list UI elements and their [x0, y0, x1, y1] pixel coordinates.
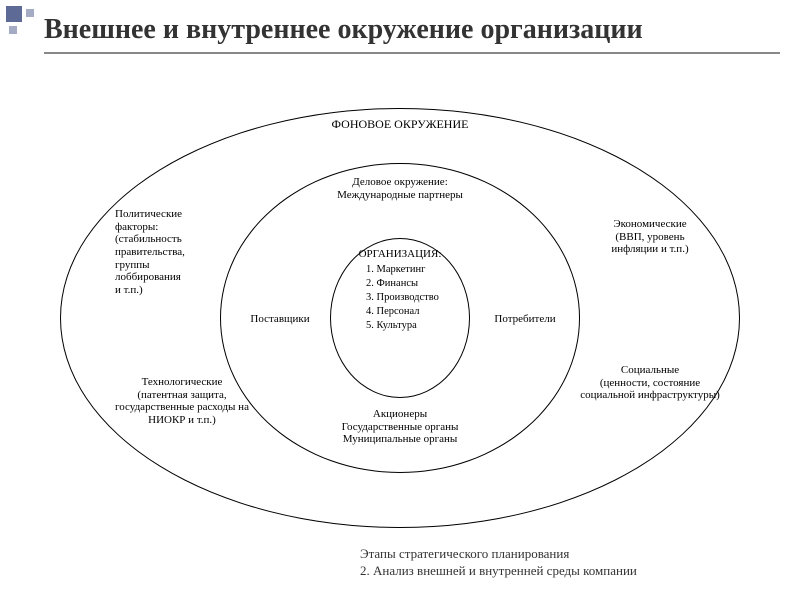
footer-line-1: Этапы стратегического планирования	[360, 546, 637, 563]
environment-diagram: ФОНОВОЕ ОКРУЖЕНИЕ Деловое окружение: Меж…	[60, 108, 740, 528]
slide-title: Внешнее и внутреннее окружение организац…	[44, 14, 780, 54]
inner-item: 3. Производство	[366, 292, 462, 303]
slide-footer: Этапы стратегического планирования 2. Ан…	[360, 546, 637, 580]
middle-bottom-label: Акционеры Государственные органы Муницип…	[300, 408, 500, 446]
slide-corner-decoration	[6, 6, 36, 36]
outer-left-bottom-label: Технологические (патентная защита, госуд…	[82, 376, 282, 427]
outer-ring-label: ФОНОВОЕ ОКРУЖЕНИЕ	[60, 118, 740, 132]
inner-title: ОРГАНИЗАЦИЯ:	[338, 248, 462, 260]
inner-item: 5. Культура	[366, 320, 462, 331]
inner-item: 4. Персонал	[366, 306, 462, 317]
inner-item: 2. Финансы	[366, 278, 462, 289]
inner-organization-block: ОРГАНИЗАЦИЯ: 1. Маркетинг 2. Финансы 3. …	[338, 248, 462, 334]
inner-items-list: 1. Маркетинг 2. Финансы 3. Производство …	[366, 264, 462, 331]
middle-top-label: Деловое окружение: Международные партнер…	[300, 176, 500, 201]
middle-left-label: Поставщики	[235, 313, 325, 326]
middle-right-label: Потребители	[475, 313, 575, 326]
outer-right-top-label: Экономические (ВВП, уровень инфляции и т…	[580, 218, 720, 256]
inner-item: 1. Маркетинг	[366, 264, 462, 275]
outer-right-bottom-label: Социальные (ценности, состояние социальн…	[560, 364, 740, 402]
outer-left-top-label: Политические факторы: (стабильность прав…	[115, 208, 225, 296]
footer-line-2: 2. Анализ внешней и внутренней среды ком…	[360, 563, 637, 580]
